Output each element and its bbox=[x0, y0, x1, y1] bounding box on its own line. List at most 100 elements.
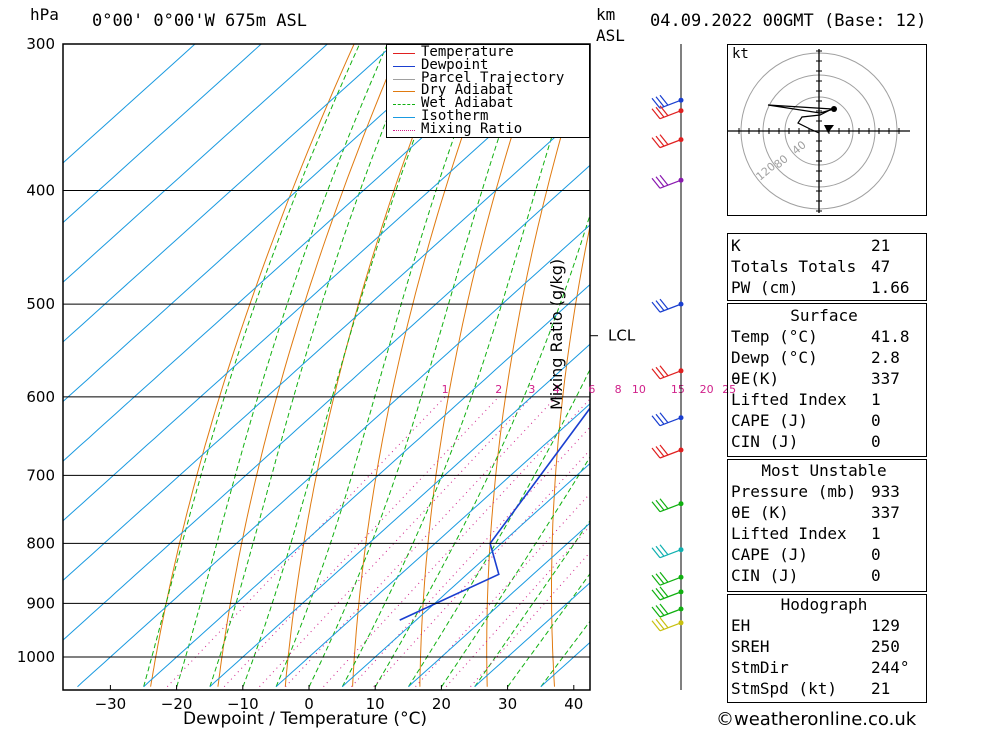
wind-barb-feather bbox=[651, 574, 661, 586]
wind-barb bbox=[651, 94, 684, 109]
wind-barb-feather bbox=[659, 412, 669, 424]
wind-barb bbox=[651, 365, 684, 380]
index-value: 21 bbox=[871, 679, 891, 698]
wind-barb bbox=[651, 412, 684, 427]
wind-barb bbox=[651, 544, 684, 559]
isotherm-line bbox=[275, 403, 590, 688]
datetime-title: 04.09.2022 00GMT (Base: 12) bbox=[650, 11, 927, 31]
storm-motion-arrow bbox=[824, 125, 834, 133]
index-value: 0 bbox=[871, 566, 881, 585]
index-value: 1 bbox=[871, 524, 881, 543]
pressure-tick-label: 400 bbox=[26, 182, 55, 200]
wind-barb bbox=[651, 571, 684, 586]
table-row: Totals Totals 47 bbox=[727, 256, 921, 277]
mixing-ratio-tick-label: 2 bbox=[495, 383, 502, 396]
wind-barb bbox=[651, 298, 684, 313]
pressure-tick-label: 900 bbox=[26, 594, 55, 612]
wind-barb-feather bbox=[659, 365, 669, 377]
table-row: EH 129 bbox=[727, 615, 921, 636]
mixing-ratio-line bbox=[323, 398, 590, 688]
hodograph-indices-panel bbox=[727, 594, 927, 703]
wind-barb-feather bbox=[655, 588, 665, 599]
temperature-tick-label: 40 bbox=[564, 695, 583, 713]
legend-label: Isotherm bbox=[421, 108, 489, 124]
wind-barb-feather bbox=[655, 605, 665, 616]
index-value: 337 bbox=[871, 369, 900, 388]
table-title: Surface bbox=[790, 306, 858, 325]
wind-barb-feather bbox=[655, 545, 665, 557]
location-title: 0°00' 0°00'W 675m ASL bbox=[92, 11, 307, 31]
isotherm-line bbox=[77, 224, 590, 688]
indices-top-table: K 21 Totals Totals 47 PW (cm) 1.66 bbox=[727, 235, 921, 298]
x-axis-title: Dewpoint / Temperature (°C) bbox=[183, 709, 428, 729]
legend-item: Temperature bbox=[391, 45, 587, 60]
mixing-ratio-tick-label: 6 bbox=[588, 383, 595, 396]
isotherm-line bbox=[63, 44, 262, 224]
pressure-tick-label: 1000 bbox=[17, 648, 55, 666]
temperature-tick-label: 20 bbox=[432, 695, 451, 713]
dry-adiabat-line bbox=[217, 44, 402, 687]
index-label: CAPE (J) bbox=[731, 411, 809, 430]
wind-barb-feather bbox=[651, 368, 661, 380]
wind-barb-feather bbox=[659, 571, 669, 583]
wind-barb-feather bbox=[659, 586, 669, 598]
legend-label: Parcel Trajectory bbox=[421, 69, 565, 86]
table-row: Temp (°C) 41.8 bbox=[727, 326, 921, 347]
pressure-tick-label: 600 bbox=[26, 388, 55, 406]
wind-barb-feather bbox=[659, 174, 669, 186]
index-value: 41.8 bbox=[871, 327, 910, 346]
temperature-tick-label: 10 bbox=[366, 695, 385, 713]
wet-adiabat-line bbox=[474, 519, 590, 687]
mixing-ratio-tick-label: 8 bbox=[615, 383, 622, 396]
lcl-label: LCL bbox=[608, 327, 636, 345]
table-title-row: Most Unstable bbox=[727, 460, 921, 481]
mixing-ratio-line bbox=[415, 492, 590, 688]
mixing-ratio-axis-title: Mixing Ratio (g/kg) bbox=[547, 258, 566, 410]
pressure-tick-label: 700 bbox=[26, 466, 55, 484]
mixing-ratio-tick-label: 25 bbox=[722, 383, 736, 396]
legend-label: Wet Adiabat bbox=[421, 95, 514, 112]
wind-barb-feather bbox=[655, 106, 665, 118]
wind-barb-feather bbox=[651, 97, 661, 109]
dry-adiabat-line bbox=[284, 44, 449, 687]
isotherm-line bbox=[63, 104, 590, 582]
index-label: SREH bbox=[731, 637, 770, 656]
wind-barb-feather bbox=[655, 446, 665, 457]
wind-barb-feather bbox=[655, 176, 665, 188]
wind-barb-feather bbox=[659, 544, 669, 556]
isotherm-line bbox=[63, 44, 461, 403]
isotherm-line bbox=[63, 44, 329, 283]
legend-swatch bbox=[393, 117, 415, 118]
credit-link[interactable]: ©weatheronline.co.uk bbox=[716, 709, 917, 730]
wind-barb-feather bbox=[659, 498, 669, 510]
table-title-row: Hodograph bbox=[727, 594, 921, 615]
wind-barb-shaft bbox=[659, 549, 682, 559]
index-label: Pressure (mb) bbox=[731, 482, 857, 501]
index-label: K bbox=[731, 236, 741, 255]
wind-barb-shaft bbox=[659, 110, 682, 120]
table-row: StmDir 244° bbox=[727, 657, 921, 678]
mixing-ratio-line bbox=[470, 551, 590, 688]
index-value: 47 bbox=[871, 257, 891, 276]
index-value: 0 bbox=[871, 411, 881, 430]
wind-barb-feather bbox=[651, 547, 661, 559]
dewpoint-profile-line bbox=[399, 406, 590, 621]
wet-adiabat-line bbox=[209, 44, 418, 687]
isotherm-line bbox=[63, 44, 196, 164]
index-value: 933 bbox=[871, 482, 900, 501]
table-row: CIN (J) 0 bbox=[727, 565, 921, 586]
wind-barb-feather bbox=[659, 444, 669, 456]
legend-label: Dry Adiabat bbox=[421, 82, 514, 99]
wind-barb bbox=[651, 603, 684, 618]
legend-label: Mixing Ratio bbox=[421, 120, 523, 137]
table-title: Most Unstable bbox=[761, 461, 887, 480]
wind-barb-feather bbox=[659, 105, 669, 117]
surface-table: Surface Temp (°C) 41.8 Dewp (°C) 2.8 θE(K) 337… bbox=[727, 305, 921, 452]
wind-barb-feather bbox=[655, 135, 665, 147]
wet-adiabat-line bbox=[341, 44, 583, 687]
wind-barb-shaft bbox=[659, 99, 682, 109]
wind-barb bbox=[651, 617, 684, 632]
wind-barb bbox=[651, 498, 684, 513]
table-row: StmSpd (kt) 21 bbox=[727, 678, 921, 699]
